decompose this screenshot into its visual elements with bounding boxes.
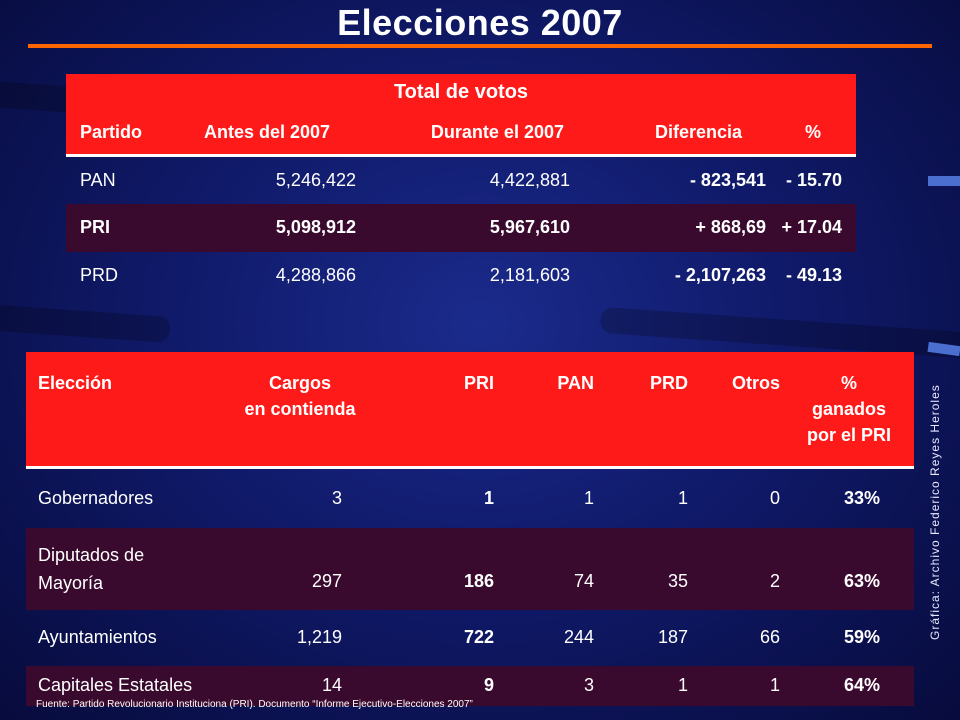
cell-pan: 74	[573, 571, 594, 591]
cell-partido: PRD	[80, 265, 119, 285]
cell-eleccion-line: Capitales Estatales	[38, 675, 193, 695]
cell-prd: 1	[677, 487, 688, 508]
cell-eleccion-line: Gobernadores	[38, 487, 154, 508]
side-credit: Gráfica: Archivo Federico Reyes Heroles	[928, 384, 942, 640]
source-note: Fuente: Partido Revolucionario Instituci…	[36, 699, 473, 710]
cell-durante: 2,181,603	[489, 265, 570, 285]
cell-partido: PAN	[80, 169, 116, 190]
cell-antes: 5,098,912	[275, 217, 356, 237]
table-row: PRI 5,098,912 5,967,610 + 868,69 + 17.04	[66, 203, 856, 252]
cell-pct: 33%	[843, 487, 880, 508]
cell-durante: 4,422,881	[489, 169, 570, 190]
header-pct: %	[770, 110, 856, 157]
cell-antes: 4,288,866	[275, 265, 356, 285]
cell-otros: 2	[769, 571, 780, 591]
decorative-bar	[928, 176, 960, 186]
cell-pri: 186	[463, 571, 494, 591]
cell-pan: 244	[563, 627, 594, 647]
cell-eleccion: Ayuntamientos	[26, 610, 230, 666]
cell-diferencia: - 2,107,263	[674, 265, 766, 285]
cell-pri: 1	[483, 487, 494, 508]
cell-eleccion-line: Mayoría	[38, 572, 104, 593]
cell-cargos: 14	[321, 675, 342, 695]
header-eleccion: Elección	[26, 352, 230, 469]
cell-prd: 187	[657, 627, 688, 647]
header-pri: PRI	[370, 352, 498, 469]
cell-eleccion: Gobernadores	[26, 468, 230, 528]
header-diferencia: Diferencia	[582, 110, 770, 157]
table-row: PAN 5,246,422 4,422,881 - 823,541 - 15.7…	[66, 156, 856, 204]
cell-cargos: 297	[311, 571, 342, 591]
cell-otros: 0	[769, 487, 780, 508]
cell-durante: 5,967,610	[489, 217, 570, 237]
cell-pct: 64%	[843, 675, 880, 695]
header-durante: Durante el 2007	[394, 110, 582, 157]
cell-pri: 722	[463, 627, 494, 647]
cell-antes: 5,246,422	[275, 169, 356, 190]
votes-table: Total de votos Partido Antes del 2007 Du…	[66, 74, 856, 300]
header-antes: Antes del 2007	[190, 110, 394, 157]
header-pct-line: ganados	[811, 399, 886, 419]
cell-pct: - 49.13	[785, 265, 842, 285]
header-pct-pri: % ganados por el PRI	[784, 352, 914, 469]
cell-pan: 1	[583, 487, 594, 508]
title-underline	[28, 44, 932, 48]
cell-prd: 1	[677, 675, 688, 695]
header-pan: PAN	[498, 352, 600, 469]
cell-cargos: 1,219	[296, 627, 342, 647]
cell-pan: 3	[583, 675, 594, 695]
votes-table-caption: Total de votos	[66, 74, 856, 110]
table-row: Diputados de Mayoría 297 186 74 35 2 63%	[26, 527, 914, 610]
cell-pct: 59%	[843, 627, 880, 647]
header-cargos-line: Cargos	[268, 373, 331, 393]
header-prd: PRD	[600, 352, 692, 469]
cell-cargos: 3	[331, 487, 342, 508]
background-streak	[0, 303, 171, 343]
table-row: Capitales Estatales 14 9 3 1 1 64%	[26, 665, 914, 706]
cell-diferencia: - 823,541	[689, 169, 766, 190]
cell-pri: 9	[483, 675, 494, 695]
cell-eleccion-line: Ayuntamientos	[38, 627, 157, 647]
offices-table: Elección Cargos en contienda PRI PAN PRD…	[26, 352, 914, 706]
header-pct-line: %	[840, 373, 857, 393]
header-otros: Otros	[692, 352, 784, 469]
cell-prd: 35	[667, 571, 688, 591]
cell-eleccion: Capitales Estatales	[26, 666, 230, 706]
header-cargos-line: en contienda	[244, 399, 356, 419]
cell-otros: 66	[759, 627, 780, 647]
cell-otros: 1	[769, 675, 780, 695]
table-row: Gobernadores 3 1 1 1 0 33%	[26, 468, 914, 528]
header-cargos: Cargos en contienda	[230, 352, 370, 469]
header-pct-line: por el PRI	[806, 425, 891, 445]
header-partido: Partido	[66, 110, 190, 157]
table-row: PRD 4,288,866 2,181,603 - 2,107,263 - 49…	[66, 252, 856, 300]
cell-pct: 63%	[843, 571, 880, 591]
cell-pct: + 17.04	[781, 217, 842, 237]
cell-eleccion-line: Diputados de	[38, 544, 145, 565]
cell-diferencia: + 868,69	[695, 217, 766, 237]
table-row: Ayuntamientos 1,219 722 244 187 66 59%	[26, 610, 914, 666]
cell-pct: - 15.70	[785, 169, 842, 190]
cell-eleccion: Diputados de Mayoría	[26, 528, 230, 610]
cell-partido: PRI	[80, 217, 111, 237]
page-title: Elecciones 2007	[337, 2, 623, 43]
